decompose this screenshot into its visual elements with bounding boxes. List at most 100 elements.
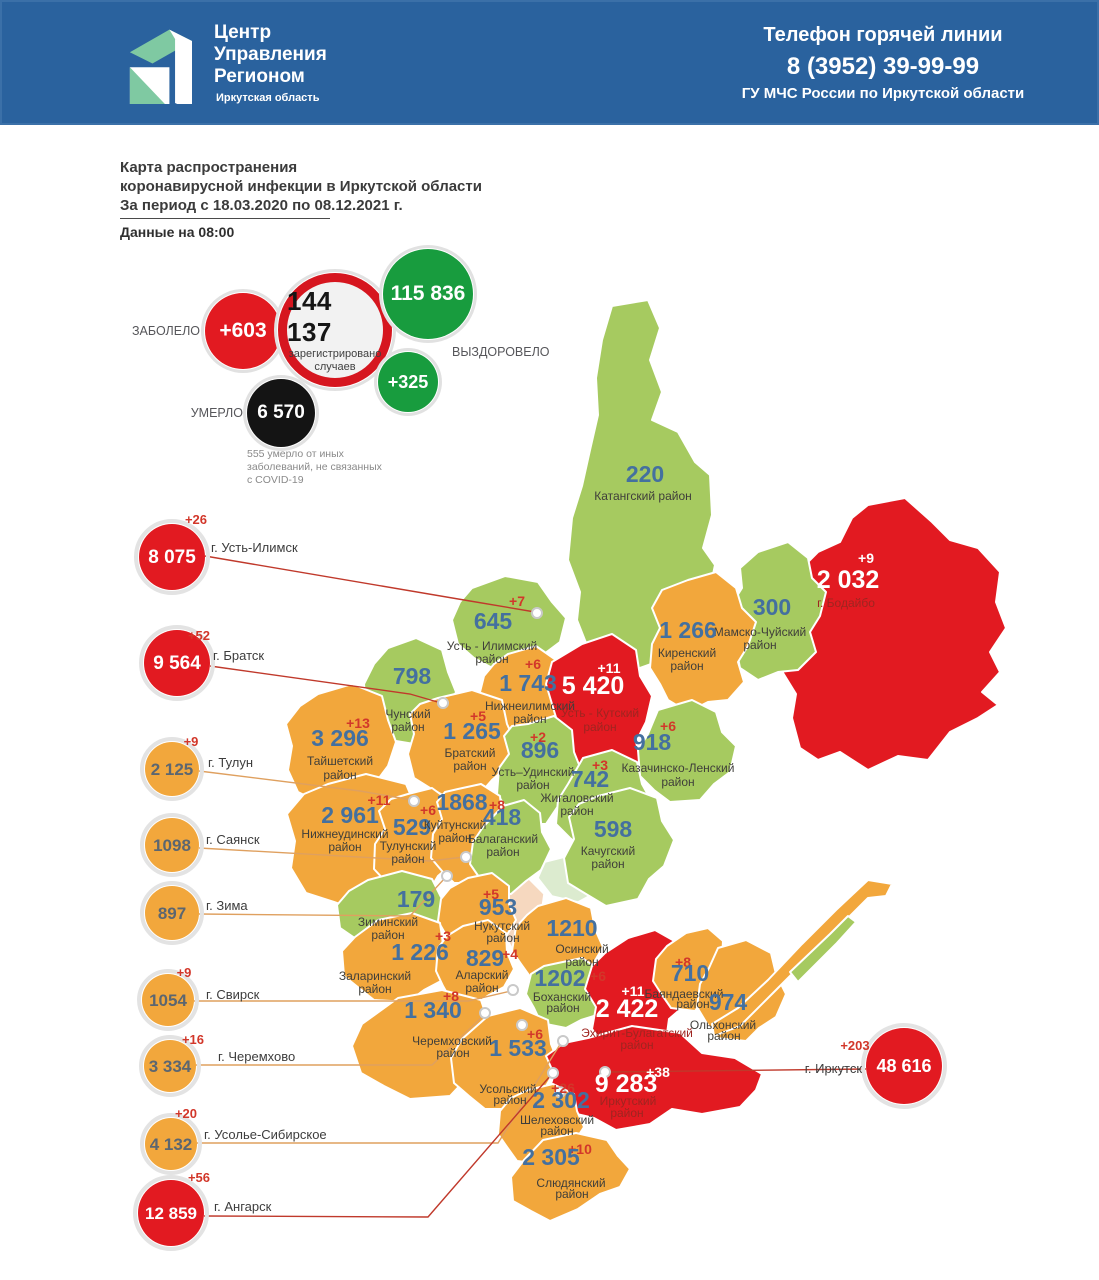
region-value: 974 — [709, 989, 748, 1015]
region-delta: +2 — [530, 729, 546, 745]
region-value: 2 302 — [532, 1087, 590, 1113]
region-name: район — [516, 778, 549, 792]
region-delta: +7 — [509, 593, 525, 609]
region-value: 2 422 — [596, 995, 659, 1023]
city-dot — [460, 851, 472, 863]
region-value: 529 — [393, 814, 431, 840]
city-callouts: 8 075 +26 г. Усть-Илимск 9 564 +52г. Братск 2… — [133, 512, 947, 1251]
region-value: 1 743 — [499, 670, 557, 696]
region-shape-olkhonsky — [696, 939, 787, 1042]
region-delta: +38 — [646, 1064, 670, 1080]
city-dot — [557, 1035, 569, 1047]
city-dot — [408, 795, 420, 807]
callout-line-bratsk — [209, 665, 442, 704]
callout-line-ust_ilimsk — [204, 555, 536, 613]
region-value: 1210 — [546, 915, 597, 941]
city-callout-angarsk: 12 859 +56 г. Ангарск — [133, 1170, 272, 1251]
region-name: Киренский — [658, 646, 716, 660]
city-label: г. Свирск — [206, 987, 260, 1002]
region-name: район — [676, 997, 709, 1011]
city-label: г. Братск — [213, 648, 264, 663]
city-circle-halo — [139, 1035, 201, 1097]
city-value: 12 859 — [145, 1204, 197, 1223]
city-dot — [437, 697, 449, 709]
region-name: Казачинско-Ленский — [622, 761, 735, 775]
region-name: Боханский — [533, 990, 591, 1004]
region-name: район — [565, 955, 598, 969]
region-name: район — [513, 712, 546, 726]
region-name: Усть - Илимский — [447, 639, 537, 653]
region-delta: +8 — [489, 797, 505, 813]
city-value: 8 075 — [148, 547, 196, 568]
region-delta: +11 — [368, 792, 391, 808]
region-name: район — [661, 775, 694, 789]
region-name: Чунский — [385, 707, 430, 721]
city-delta: +52 — [188, 628, 210, 643]
region-value: 2 305 — [522, 1144, 580, 1170]
city-circle-halo — [137, 969, 199, 1031]
city-label: г. Усолье-Сибирское — [204, 1127, 327, 1142]
city-value: 2 125 — [151, 760, 194, 779]
region-name: Усть - Кутский — [561, 706, 639, 720]
city-callout-irkutsk: 48 616 +203 г. Иркутск — [805, 1023, 947, 1109]
city-value: 3 334 — [149, 1057, 192, 1076]
region-name: район — [438, 831, 471, 845]
region-name: район — [323, 768, 356, 782]
region-value: 418 — [483, 804, 522, 830]
region-name: Братский — [445, 746, 496, 760]
region-name: район — [555, 1187, 588, 1201]
region-value: 2 961 — [321, 802, 379, 828]
city-circle-halo — [134, 519, 210, 595]
region-label-katangsky: 220 Катангский район — [594, 461, 692, 503]
region-name: Нижнеудинский — [301, 827, 388, 841]
city-delta: +203 — [840, 1038, 869, 1053]
region-name: Ольхонский — [690, 1018, 756, 1032]
map-title-line2: коронавирусной инфекции в Иркутской обла… — [120, 178, 482, 195]
city-value: 1054 — [149, 991, 187, 1010]
registered-value: 144 137 — [287, 286, 332, 347]
city-circle — [145, 1118, 197, 1170]
city-label: г. Тулун — [208, 755, 253, 770]
region-name: район — [453, 759, 486, 773]
region-delta: +4 — [502, 946, 518, 962]
org-region: Иркутская область — [216, 92, 320, 104]
callout-line-tulun — [198, 770, 413, 801]
region-name: район — [591, 857, 624, 871]
region-value: 953 — [479, 894, 517, 920]
org-name-line: Центр — [214, 22, 272, 43]
callout-line-sayansk — [198, 847, 465, 862]
org-name: Центр Управления Регионом — [214, 22, 327, 88]
region-shape-kazachinsko-lensky — [637, 699, 737, 803]
region-value: 1202 — [534, 965, 585, 991]
callout-line-zima — [198, 877, 446, 917]
city-dot — [547, 1067, 559, 1079]
title-underline — [120, 218, 330, 219]
region-name: Качугский — [581, 844, 635, 858]
district-shapes — [285, 299, 1007, 1222]
region-name: район — [436, 1046, 469, 1060]
recovered-delta-circle: +325 — [378, 352, 438, 412]
region-name: Заларинский — [339, 969, 411, 983]
region-delta: +5 — [470, 708, 486, 724]
recovered-delta-value: +325 — [387, 371, 429, 392]
hotline-org: ГУ МЧС России по Иркутской области — [741, 85, 1025, 102]
city-dot — [554, 1086, 566, 1098]
region-delta: +10 — [568, 1141, 592, 1157]
city-delta: +20 — [175, 1106, 197, 1121]
